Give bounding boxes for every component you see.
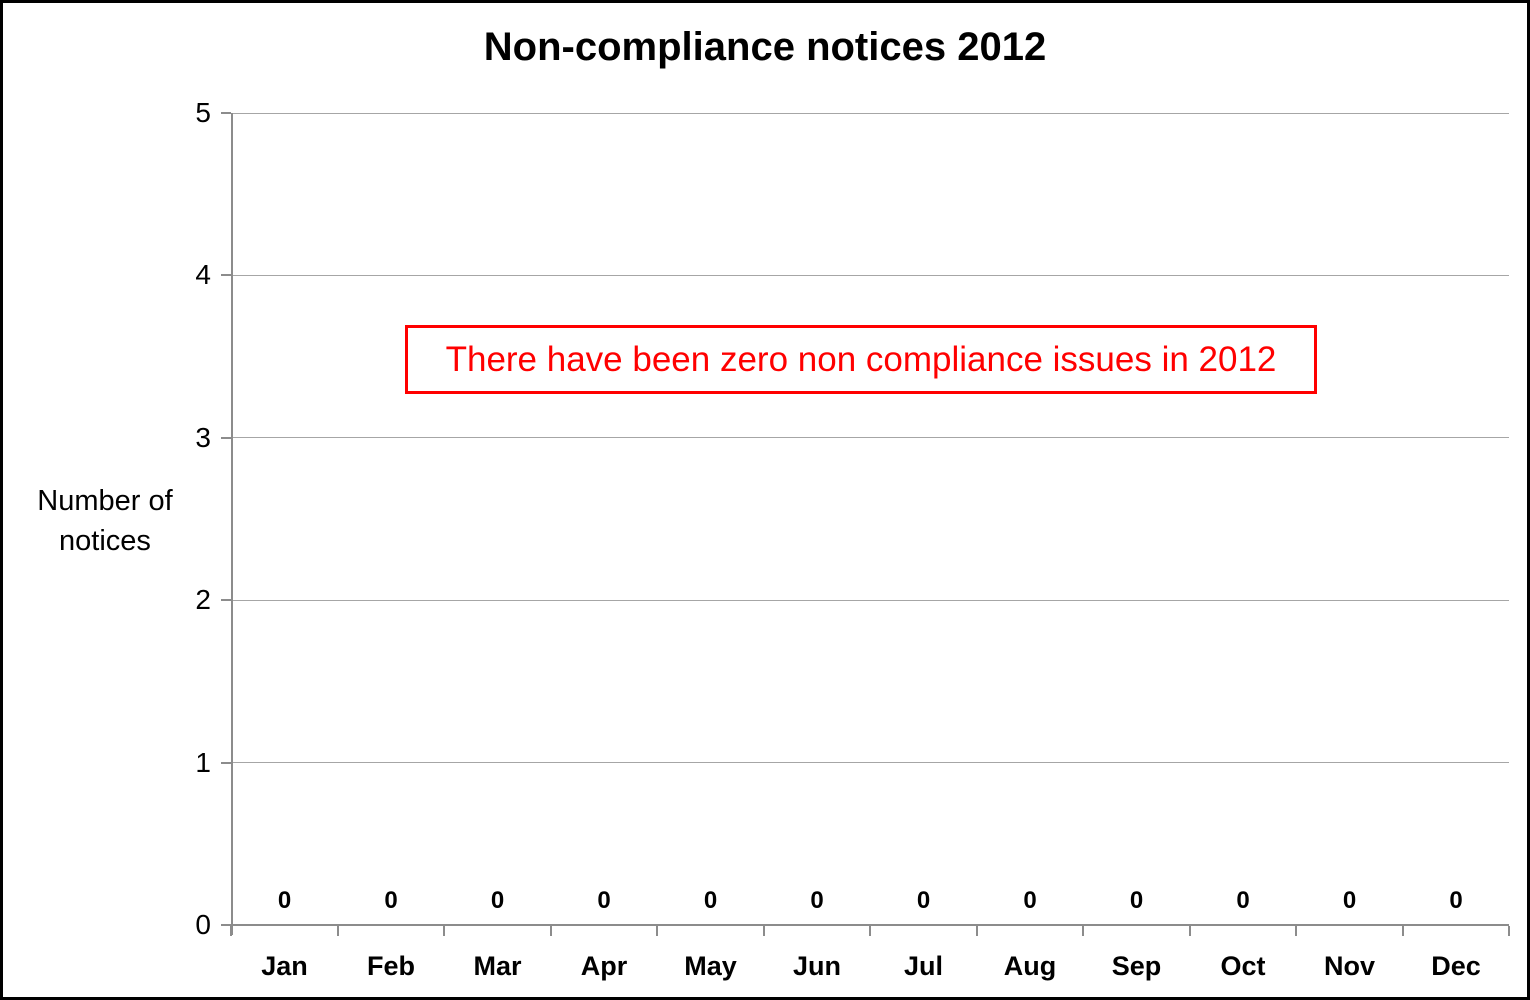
x-tick-label-jun: Jun: [792, 951, 841, 981]
y-tick-label-3: 3: [195, 421, 211, 453]
x-tick-label-sep: Sep: [1111, 951, 1162, 981]
x-tick-label-oct: Oct: [1220, 951, 1266, 981]
y-tick-mark-4: [221, 274, 231, 277]
gridline-y-1: [231, 762, 1509, 764]
annotation-box: There have been zero non compliance issu…: [405, 325, 1317, 394]
data-label-mar: 0: [490, 887, 505, 914]
data-label-feb: 0: [384, 887, 398, 914]
x-tick-label-apr: Apr: [580, 951, 628, 981]
y-axis-title: Number of notices: [25, 481, 185, 561]
x-tick-label-jul: Jul: [903, 951, 943, 981]
x-tick-label-feb: Feb: [366, 951, 415, 981]
x-tick-mark-10: [1295, 926, 1297, 936]
y-tick-label-0: 0: [195, 909, 211, 940]
y-tick-mark-5: [221, 112, 231, 114]
data-label-aug: 0: [1023, 887, 1037, 914]
y-axis-title-line1: Number of: [37, 485, 173, 517]
y-tick-label-2: 2: [195, 584, 211, 616]
x-tick-mark-11: [1401, 926, 1404, 936]
x-tick-mark-8: [1082, 926, 1084, 936]
x-tick-label-aug: Aug: [1003, 951, 1057, 981]
data-label-nov: 0: [1342, 887, 1357, 914]
annotation-text: There have been zero non compliance issu…: [445, 339, 1277, 379]
gridline-y-5: [231, 112, 1509, 114]
y-tick-mark-3: [221, 436, 231, 439]
gridline-y-3: [231, 437, 1509, 439]
chart-title: Non-compliance notices 2012: [483, 25, 1047, 69]
x-tick-mark-1: [336, 926, 339, 936]
data-label-sep: 0: [1129, 887, 1144, 914]
data-label-oct: 0: [1236, 887, 1250, 914]
gridline-y-4: [231, 274, 1509, 276]
y-tick-label-5: 5: [195, 97, 211, 128]
x-tick-mark-5: [762, 926, 765, 936]
x-tick-mark-4: [656, 926, 658, 936]
data-label-jun: 0: [810, 887, 824, 914]
data-label-apr: 0: [597, 887, 611, 914]
y-tick-label-4: 4: [195, 259, 211, 291]
y-tick-mark-2: [221, 599, 231, 602]
x-tick-mark-9: [1188, 926, 1191, 936]
y-tick-mark-0: [221, 924, 231, 926]
x-tick-mark-12: [1508, 926, 1510, 936]
y-axis-title-line2: notices: [59, 525, 151, 557]
x-tick-mark-6: [869, 926, 871, 936]
data-label-jul: 0: [916, 887, 931, 914]
data-label-jan: 0: [277, 887, 292, 914]
x-axis-line: [231, 924, 1509, 926]
x-tick-label-dec: Dec: [1431, 951, 1481, 981]
data-label-dec: 0: [1449, 887, 1463, 914]
x-tick-label-nov: Nov: [1323, 951, 1375, 981]
y-tick-label-1: 1: [195, 746, 211, 778]
y-axis-line: [231, 113, 233, 935]
gridline-y-2: [231, 599, 1509, 601]
data-label-may: 0: [703, 887, 718, 914]
y-tick-mark-1: [221, 761, 231, 764]
x-tick-mark-3: [549, 926, 552, 936]
x-tick-label-mar: Mar: [473, 951, 522, 981]
x-tick-mark-7: [975, 926, 978, 936]
x-tick-mark-2: [443, 926, 445, 936]
x-tick-label-jan: Jan: [261, 951, 308, 981]
x-tick-label-may: May: [684, 951, 737, 981]
